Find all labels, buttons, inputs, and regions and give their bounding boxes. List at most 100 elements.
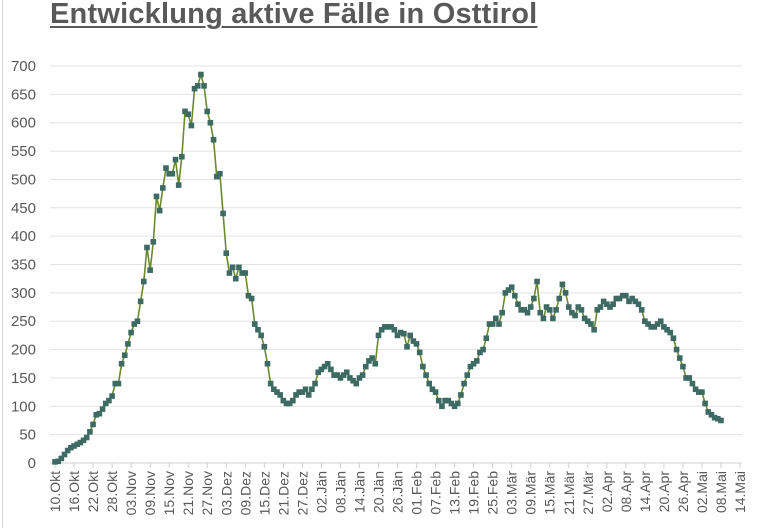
data-point-marker	[435, 397, 442, 404]
data-point-marker	[185, 111, 191, 118]
data-point-marker	[271, 386, 277, 393]
data-point-marker	[369, 355, 375, 361]
data-point-marker	[248, 295, 255, 302]
data-point-marker	[594, 307, 601, 313]
x-tick-label: 21.Nov	[180, 471, 196, 515]
data-point-marker	[499, 309, 505, 316]
data-point-marker	[623, 292, 629, 299]
data-point-marker	[109, 393, 115, 399]
data-point-marker	[607, 304, 613, 310]
data-point-marker	[232, 275, 239, 282]
data-point-marker	[239, 270, 245, 276]
data-point-marker	[201, 83, 207, 89]
data-point-marker	[255, 326, 261, 333]
x-tick-label: 21.Mär	[561, 471, 577, 515]
data-point-marker	[90, 421, 96, 428]
data-point-marker	[226, 270, 233, 276]
y-tick-label: 400	[11, 228, 36, 245]
data-point-marker	[461, 380, 467, 387]
data-point-marker	[702, 400, 708, 407]
data-point-marker	[112, 380, 119, 387]
data-point-marker	[204, 108, 211, 115]
data-point-marker	[318, 366, 325, 373]
data-point-marker	[366, 358, 372, 364]
x-tick-label: 21.Dez	[275, 471, 291, 515]
data-point-marker	[118, 360, 125, 367]
data-point-marker	[486, 321, 493, 327]
data-point-marker	[407, 332, 413, 339]
data-point-marker	[581, 315, 588, 322]
data-point-marker	[128, 329, 134, 336]
data-point-marker	[394, 332, 401, 339]
data-point-marker	[321, 363, 328, 370]
data-point-marker	[223, 250, 230, 256]
data-point-marker	[651, 324, 658, 330]
data-point-marker	[531, 295, 537, 302]
x-tick-label: 15.Mär	[542, 471, 558, 515]
x-tick-label: 22.Okt	[85, 471, 101, 512]
data-point-marker	[175, 182, 182, 188]
data-point-marker	[600, 298, 607, 305]
x-tick-label: 27.Mär	[580, 471, 596, 515]
x-tick-label: 02.Jän	[313, 471, 329, 513]
data-point-marker	[464, 372, 471, 378]
x-tick-label: 09.Mär	[523, 471, 539, 515]
data-point-marker	[134, 318, 141, 325]
x-tick-label: 15.Dez	[256, 471, 272, 515]
data-point-marker	[64, 447, 71, 454]
data-point-marker	[550, 315, 556, 322]
chart-title: Entwicklung aktive Fälle in Osttirol	[50, 0, 538, 30]
data-point-marker	[264, 360, 271, 367]
data-point-marker	[695, 389, 702, 395]
data-point-marker	[93, 411, 100, 418]
data-point-marker	[309, 386, 315, 393]
data-point-marker	[213, 173, 220, 180]
x-tick-label: 27.Dez	[294, 471, 310, 515]
x-tick-label: 08.Mai	[713, 471, 729, 513]
data-line	[54, 71, 722, 463]
data-point-marker	[470, 360, 477, 367]
data-point-marker	[401, 330, 407, 337]
data-point-marker	[597, 304, 604, 310]
data-point-marker	[172, 156, 179, 163]
data-point-marker	[302, 386, 309, 393]
data-point-marker	[670, 335, 677, 342]
data-point-marker	[121, 352, 128, 359]
x-tick-label: 14.Mai	[732, 471, 748, 513]
x-tick-label: 08.Jän	[332, 471, 348, 513]
data-point-marker	[527, 304, 534, 310]
data-point-marker	[467, 363, 474, 370]
data-point-marker	[280, 397, 287, 404]
data-point-marker	[575, 304, 582, 310]
data-point-marker	[353, 380, 360, 387]
data-point-marker	[350, 377, 356, 384]
data-point-marker	[692, 386, 699, 393]
x-tick-label: 02.Apr	[599, 471, 615, 513]
data-point-marker	[676, 355, 683, 361]
x-tick-label: 01.Feb	[409, 471, 425, 515]
data-point-marker	[667, 329, 674, 336]
x-tick-label: 03.Nov	[123, 471, 139, 515]
data-point-marker	[397, 329, 404, 336]
data-point-marker	[334, 372, 341, 378]
data-point-marker	[74, 441, 80, 448]
data-point-marker	[267, 380, 274, 387]
x-tick-label: 28.Okt	[104, 471, 120, 512]
data-point-marker	[299, 389, 306, 395]
x-tick-label: 26.Apr	[675, 471, 691, 513]
data-point-marker	[391, 326, 398, 333]
data-point-marker	[546, 307, 553, 313]
data-point-marker	[448, 400, 455, 407]
data-point-marker	[375, 332, 382, 339]
data-point-marker	[664, 326, 670, 333]
data-point-marker	[638, 307, 645, 313]
x-tick-label: 10.Okt	[47, 471, 63, 512]
data-point-marker	[163, 165, 169, 171]
data-point-marker	[442, 397, 448, 404]
data-point-marker	[207, 119, 214, 126]
data-point-marker	[388, 324, 394, 330]
x-tick-label: 15.Nov	[161, 471, 177, 515]
y-tick-label: 100	[11, 398, 36, 415]
data-point-marker	[96, 410, 103, 417]
data-point-marker	[518, 307, 524, 313]
